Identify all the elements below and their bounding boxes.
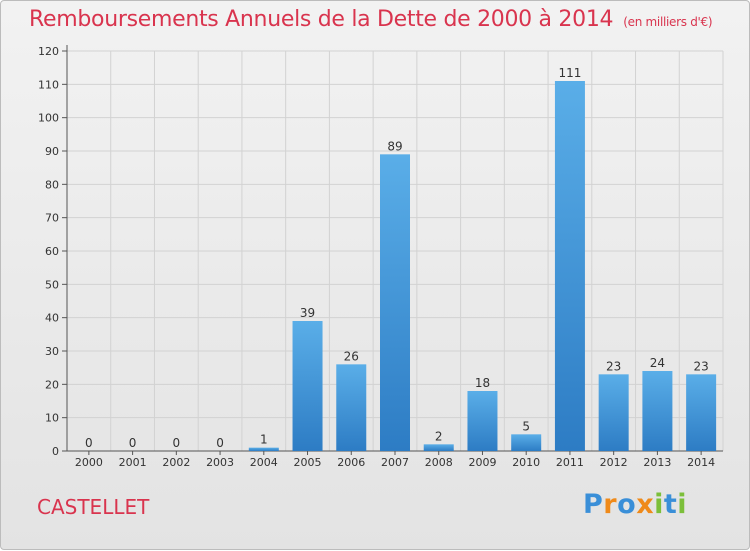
data-label: 0	[216, 436, 224, 450]
bar	[336, 364, 367, 451]
bar	[292, 321, 323, 451]
chart-title-text: Remboursements Annuels de la Dette de 20…	[29, 7, 614, 32]
y-tick-label: 0	[52, 445, 59, 458]
data-label: 0	[85, 436, 93, 450]
y-tick-label: 120	[38, 45, 59, 58]
logo-letter: o	[617, 489, 637, 520]
logo-letter: t	[663, 489, 678, 520]
x-tick-label: 2010	[512, 456, 540, 469]
y-tick-label: 70	[45, 212, 59, 225]
data-label: 2	[435, 429, 443, 443]
x-tick-label: 2011	[556, 456, 584, 469]
x-tick-label: 2012	[600, 456, 628, 469]
x-tick-label: 2007	[381, 456, 409, 469]
data-label: 23	[606, 359, 621, 373]
chart-title: Remboursements Annuels de la Dette de 20…	[29, 7, 713, 32]
x-tick-label: 2000	[75, 456, 103, 469]
x-tick-label: 2001	[119, 456, 147, 469]
logo-letter: i	[654, 489, 664, 520]
y-tick-label: 60	[45, 245, 59, 258]
y-tick-label: 50	[45, 278, 59, 291]
x-axis: 2000 2001 2002 2003 2004 2005 2006 2007 2008 2009…	[67, 450, 723, 469]
data-labels: 0 0 0 0 1 39 26 89 2 18 5 111 23 24 23	[85, 66, 709, 450]
y-tick-label: 100	[38, 112, 59, 125]
x-tick-label: 2002	[162, 456, 190, 469]
x-tick-label: 2005	[294, 456, 322, 469]
y-tick-label: 110	[38, 78, 59, 91]
data-label: 39	[300, 306, 315, 320]
data-label: 23	[693, 359, 708, 373]
data-label: 18	[475, 376, 490, 390]
data-label: 111	[558, 66, 581, 80]
data-label: 0	[173, 436, 181, 450]
x-tick-label: 2014	[687, 456, 715, 469]
logo-letter: r	[603, 489, 618, 520]
bar	[686, 374, 717, 451]
x-tick-label: 2009	[468, 456, 496, 469]
bar	[423, 444, 454, 451]
x-tick-label: 2004	[250, 456, 278, 469]
bar	[380, 154, 410, 452]
data-label: 5	[522, 419, 530, 433]
x-tick-label: 2013	[643, 456, 671, 469]
y-tick-label: 10	[45, 412, 59, 425]
data-label: 0	[129, 436, 137, 450]
data-label: 26	[344, 349, 359, 363]
x-tick-label: 2003	[206, 456, 234, 469]
commune-name: CASTELLET	[37, 495, 150, 519]
data-label: 89	[387, 139, 402, 153]
y-tick-label: 80	[45, 178, 59, 191]
data-label: 24	[650, 356, 665, 370]
y-axis: 0 10 20 30 40 50 60 70 80 90 100 110 120	[38, 45, 68, 458]
x-tick-label: 2006	[337, 456, 365, 469]
logo-letter: i	[677, 489, 688, 520]
bar	[554, 81, 585, 451]
x-tick-label: 2008	[425, 456, 453, 469]
y-tick-label: 30	[45, 345, 59, 358]
bar	[248, 447, 279, 451]
unit-label: (en milliers d'€)	[623, 15, 713, 29]
y-tick-label: 20	[45, 378, 59, 391]
proxiti-logo: Proxiti	[583, 489, 687, 520]
y-tick-label: 90	[45, 145, 59, 158]
bar	[642, 371, 673, 451]
bars	[248, 81, 717, 452]
data-label: 1	[260, 433, 268, 447]
bar	[467, 391, 498, 451]
bar	[598, 374, 629, 451]
logo-letter: P	[583, 489, 604, 520]
bar	[511, 434, 542, 451]
logo-letter: x	[636, 489, 655, 520]
y-tick-label: 40	[45, 312, 59, 325]
